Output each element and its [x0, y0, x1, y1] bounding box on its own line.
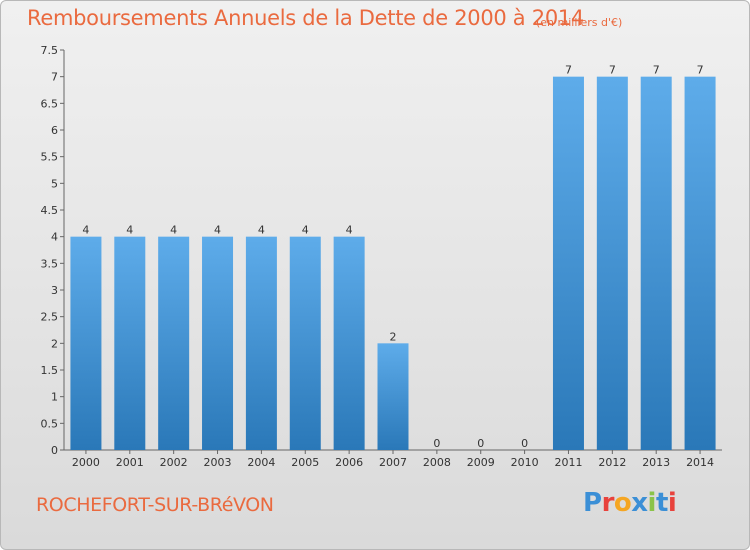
y-tick-label: 2 — [51, 337, 58, 350]
bar — [202, 236, 234, 450]
y-tick-label: 1 — [51, 391, 58, 404]
y-tick-label: 1.5 — [41, 364, 59, 377]
x-tick-label: 2005 — [291, 456, 319, 469]
logo-letter: i — [647, 488, 657, 518]
bar-value-label: 7 — [565, 64, 572, 77]
bar — [289, 236, 321, 450]
bar-value-label: 7 — [697, 64, 704, 77]
bar-value-label: 2 — [390, 330, 397, 343]
logo-letter: r — [601, 488, 615, 518]
proxiti-logo: Proxiti — [583, 488, 677, 518]
x-tick-label: 2001 — [116, 456, 144, 469]
bar-value-label: 4 — [214, 224, 221, 237]
bar — [640, 76, 672, 451]
bar-value-label: 4 — [126, 224, 133, 237]
y-tick-label: 0 — [51, 444, 58, 457]
y-tick-label: 7 — [51, 71, 58, 84]
bar-value-label: 4 — [170, 224, 177, 237]
y-tick-label: 2.5 — [41, 311, 59, 324]
x-tick-label: 2009 — [467, 456, 495, 469]
bar-value-label: 0 — [477, 437, 484, 450]
bar — [70, 236, 102, 450]
bar-value-label: 7 — [653, 64, 660, 77]
bar — [245, 236, 277, 450]
y-tick-label: 4.5 — [41, 204, 59, 217]
chart-unit: (en milliers d'€) — [536, 16, 623, 29]
x-tick-label: 2008 — [423, 456, 451, 469]
y-tick-label: 7.5 — [41, 44, 59, 57]
logo-letter: o — [613, 488, 632, 518]
commune-name: ROCHEFORT-SUR-BRéVON — [36, 494, 274, 516]
chart-title: Remboursements Annuels de la Dette de 20… — [27, 6, 584, 30]
y-tick-label: 0.5 — [41, 417, 59, 430]
y-tick-label: 5.5 — [41, 151, 59, 164]
x-tick-label: 2002 — [160, 456, 188, 469]
y-tick-label: 4 — [51, 231, 58, 244]
x-tick-label: 2000 — [72, 456, 100, 469]
x-tick-label: 2003 — [204, 456, 232, 469]
logo-letter: x — [631, 488, 648, 518]
bar — [114, 236, 146, 450]
x-tick-label: 2011 — [554, 456, 582, 469]
y-tick-label: 3 — [51, 284, 58, 297]
logo-letter: t — [655, 488, 668, 518]
bar-value-label: 4 — [346, 224, 353, 237]
bar — [333, 236, 365, 450]
bar-value-label: 4 — [258, 224, 265, 237]
bar — [552, 76, 584, 451]
bar-value-label: 0 — [521, 437, 528, 450]
y-tick-label: 6 — [51, 124, 58, 137]
bar — [377, 343, 409, 450]
y-tick-label: 6.5 — [41, 97, 59, 110]
bar-value-label: 4 — [302, 224, 309, 237]
x-tick-label: 2010 — [511, 456, 539, 469]
x-tick-label: 2014 — [686, 456, 714, 469]
bar-value-label: 7 — [609, 64, 616, 77]
logo-letter: i — [667, 488, 677, 518]
x-tick-label: 2012 — [598, 456, 626, 469]
logo-letter: P — [583, 488, 602, 518]
y-tick-label: 5 — [51, 177, 58, 190]
x-tick-label: 2013 — [642, 456, 670, 469]
x-tick-label: 2007 — [379, 456, 407, 469]
bar-value-label: 4 — [82, 224, 89, 237]
bar — [684, 76, 716, 451]
bar — [158, 236, 190, 450]
bar — [596, 76, 628, 451]
x-tick-label: 2004 — [247, 456, 275, 469]
bar-value-label: 0 — [433, 437, 440, 450]
y-tick-label: 3.5 — [41, 257, 59, 270]
x-tick-label: 2006 — [335, 456, 363, 469]
